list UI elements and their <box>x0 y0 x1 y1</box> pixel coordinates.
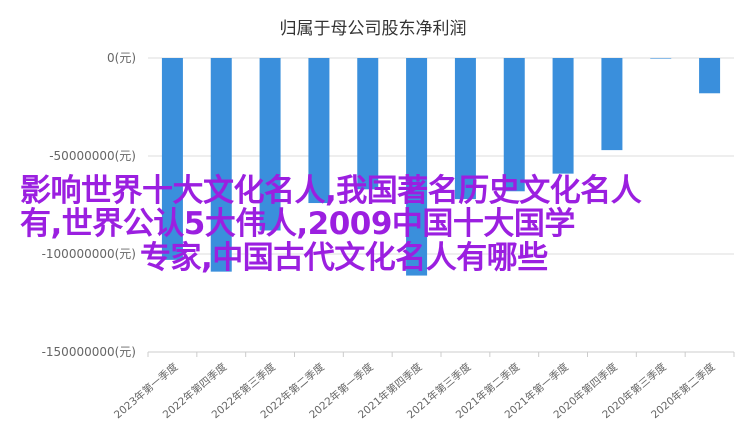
y-tick-label: 0(元) <box>107 51 136 65</box>
bar <box>161 58 183 260</box>
bar <box>406 58 428 276</box>
bar <box>503 58 525 192</box>
bar <box>650 58 672 59</box>
bar <box>454 58 476 200</box>
bar <box>210 58 232 272</box>
watermark-text-line-1: 影响世界十大文化名人,我国著名历史文化名人 <box>20 173 642 209</box>
y-tick-label: -50000000(元) <box>49 149 136 163</box>
y-tick-label: -150000000(元) <box>42 345 136 359</box>
bar <box>259 58 281 231</box>
watermark-text-line-3: 专家,中国古代文化名人有哪些 <box>140 240 548 276</box>
watermark-text-line-2: 有,世界公认5大伟人,2009中国十大国学 <box>20 206 575 242</box>
bar <box>357 58 379 190</box>
bar <box>601 58 623 151</box>
y-tick-label: -100000000(元) <box>42 247 136 261</box>
bar <box>308 58 330 204</box>
bar <box>552 58 574 174</box>
bar <box>699 58 721 94</box>
chart-title: 归属于母公司股东净利润 <box>279 19 467 39</box>
